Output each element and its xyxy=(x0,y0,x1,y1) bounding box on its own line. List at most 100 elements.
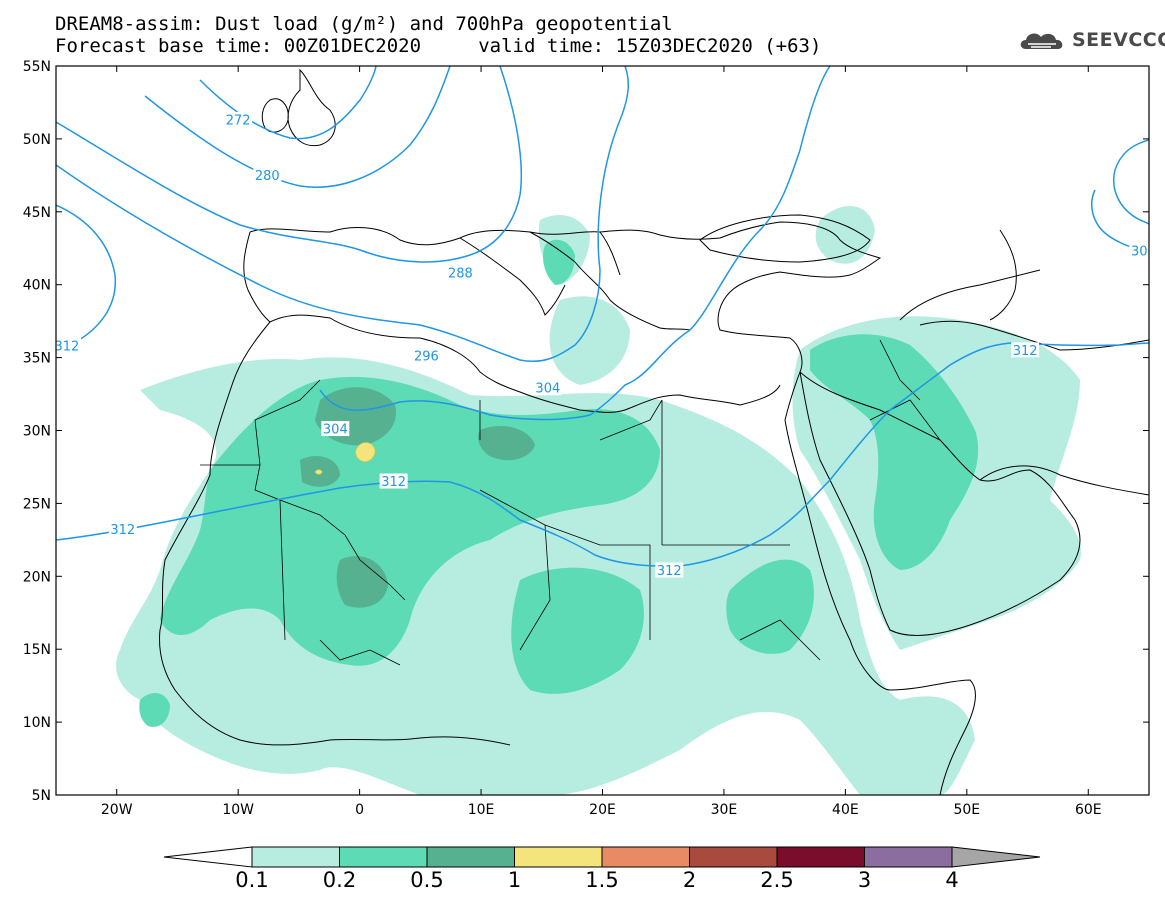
lat-tick-label: 20N xyxy=(23,569,51,585)
contour-labels: 272 280 288 296 304 304 312 312 312 312 312 30 xyxy=(52,111,1150,579)
geopotential-contours xyxy=(56,66,1149,567)
lat-tick-label: 55N xyxy=(23,59,51,75)
colorbar-segment xyxy=(339,846,428,868)
longitude-axis: 20W 10W 0 10E 20E 30E 40E 50E 60E xyxy=(101,66,1102,818)
coastline-north-africa xyxy=(269,314,781,413)
colorbar-level-label: 0.2 xyxy=(323,868,356,892)
colorbar-level-label: 3 xyxy=(858,868,871,892)
colorbar-level-label: 0.1 xyxy=(235,868,268,892)
contour-label-bg xyxy=(321,421,350,437)
contour-label: 312 xyxy=(55,339,80,354)
contour-label-bg xyxy=(108,521,137,537)
map-title: DREAM8-assim: Dust load (g/m²) and 700hP… xyxy=(55,13,673,35)
logo-text: SEEVCCC xyxy=(1072,29,1165,51)
lon-tick-label: 40E xyxy=(832,802,859,818)
coastline-black-caspian xyxy=(699,214,1017,321)
colorbar-legend: 0.1 0.2 0.5 1 1.5 2 2.5 3 4 xyxy=(163,846,1041,892)
lon-tick-label: 50E xyxy=(953,802,980,818)
coastline-persian-gulf-iran xyxy=(899,269,1149,496)
colorbar-level-label: 2.5 xyxy=(760,868,793,892)
dust-load-fill xyxy=(116,206,1081,795)
colorbar-segment xyxy=(776,846,865,868)
country-borders xyxy=(200,339,941,666)
coastline-arabia xyxy=(799,371,1081,636)
contour-label-bg xyxy=(253,167,282,183)
contour-label-bg xyxy=(1129,243,1150,259)
colorbar-level-label: 1 xyxy=(508,868,521,892)
contour-label: 312 xyxy=(1013,344,1038,359)
lon-tick-label: 30E xyxy=(711,802,738,818)
contour-label: 312 xyxy=(657,564,682,579)
colorbar-level-label: 4 xyxy=(945,868,958,892)
latitude-axis: 55N 50N 45N 40N 35N 30N 25N 20N 15N 10N 5N xyxy=(23,59,1149,804)
contour-label-bg xyxy=(446,265,475,281)
colorbar-segment xyxy=(514,846,603,868)
contour-label-bg xyxy=(224,111,253,127)
coastline-east-africa-red-sea xyxy=(784,419,976,795)
lat-tick-label: 10N xyxy=(23,715,51,731)
contour-label: 272 xyxy=(226,113,251,128)
lon-tick-label: 10E xyxy=(468,802,495,818)
cloud-logo-icon xyxy=(1020,33,1063,49)
coastline-italy-balkans xyxy=(459,231,691,331)
contour-label: 296 xyxy=(414,350,439,365)
contour-label: 304 xyxy=(535,382,560,397)
contour-line xyxy=(144,66,451,188)
contour-label-bg xyxy=(533,380,562,396)
lat-tick-label: 45N xyxy=(23,205,51,221)
contour-line xyxy=(56,66,630,362)
colorbar-level-label: 0.5 xyxy=(410,868,443,892)
dust-region-yellow xyxy=(314,442,376,475)
colorbar-segment xyxy=(689,846,778,868)
contour-label: 30 xyxy=(1131,245,1148,260)
lat-tick-label: 30N xyxy=(23,424,51,440)
lat-tick-label: 5N xyxy=(32,788,51,804)
contour-line xyxy=(1090,139,1149,253)
colorbar-segment xyxy=(601,846,690,868)
contour-label: 288 xyxy=(448,267,473,282)
contour-label: 312 xyxy=(110,523,135,538)
contour-label-bg xyxy=(655,562,684,578)
contour-line xyxy=(319,66,831,421)
lon-tick-label: 0 xyxy=(355,802,364,818)
coastline-iberia xyxy=(243,231,271,323)
colorbar-segment xyxy=(426,846,515,868)
dust-region-medium xyxy=(160,376,660,666)
coastline-uk-ireland xyxy=(261,68,336,147)
lat-tick-label: 15N xyxy=(23,642,51,658)
colorbar-segment xyxy=(251,846,340,868)
lat-tick-label: 40N xyxy=(23,278,51,294)
coastline-west-africa xyxy=(159,321,511,746)
dust-region-light-med xyxy=(538,206,875,385)
colorbar-segment xyxy=(163,846,253,868)
coastlines xyxy=(159,68,1149,795)
contour-line xyxy=(56,204,117,354)
lon-tick-label: 20E xyxy=(589,802,616,818)
colorbar-segment xyxy=(951,846,1041,868)
colorbar-level-label: 2 xyxy=(683,868,696,892)
seevccc-logo: SEEVCCC xyxy=(1018,26,1165,54)
colorbar-level-label: 1.5 xyxy=(585,868,618,892)
colorbar-segment xyxy=(864,846,953,868)
contour-label-bg xyxy=(1011,342,1040,358)
contour-line xyxy=(56,342,1149,567)
lon-tick-label: 20W xyxy=(101,802,133,818)
lat-tick-label: 25N xyxy=(23,496,51,512)
lon-tick-label: 10W xyxy=(222,802,254,818)
contour-line xyxy=(56,66,523,263)
dust-region-medium-arabia xyxy=(543,239,979,570)
contour-label-bg xyxy=(412,348,441,364)
contour-label: 312 xyxy=(381,475,406,490)
lat-tick-label: 50N xyxy=(23,132,51,148)
contour-label: 304 xyxy=(323,423,348,438)
forecast-time-line: Forecast base time: 00Z01DEC2020 valid t… xyxy=(55,35,822,57)
contour-label: 280 xyxy=(255,169,280,184)
lat-tick-label: 35N xyxy=(23,351,51,367)
contour-label-bg xyxy=(379,473,408,489)
coastline-europe-africa xyxy=(249,221,882,421)
dust-region-dark xyxy=(300,387,535,608)
lon-tick-label: 60E xyxy=(1075,802,1102,818)
contour-label-bg xyxy=(52,337,81,353)
dust-region-medium-sahel xyxy=(139,559,814,727)
